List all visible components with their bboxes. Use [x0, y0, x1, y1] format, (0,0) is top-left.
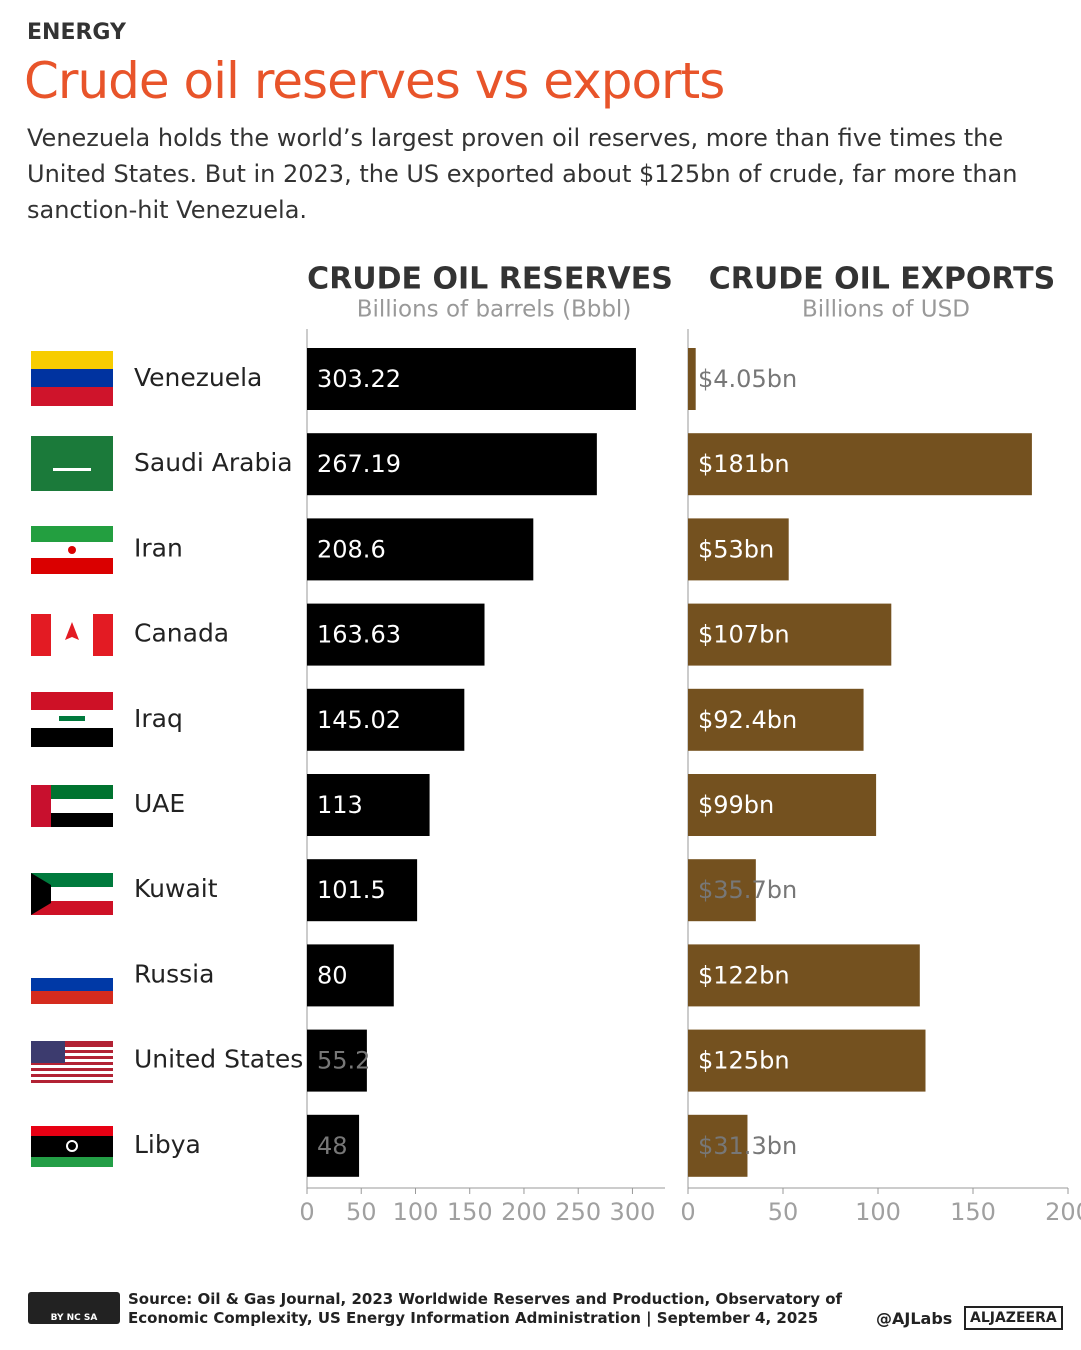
value-label: $35.7bn: [698, 876, 797, 904]
flags: [31, 351, 113, 1167]
bar: [307, 944, 394, 1007]
category-label: Venezuela: [134, 363, 262, 392]
value-label: $53bn: [698, 535, 774, 563]
value-label: 163.63: [317, 621, 401, 649]
bar: [307, 688, 465, 751]
x-tick-label: 50: [346, 1198, 377, 1226]
value-label: $99bn: [698, 791, 774, 819]
bar: [688, 518, 789, 581]
x-tick-label: 50: [768, 1198, 799, 1226]
value-label: 145.02: [317, 706, 401, 734]
value-label: $125bn: [698, 1047, 790, 1075]
panel-title: CRUDE OIL RESERVES: [307, 262, 673, 297]
handle: @AJLabs: [876, 1309, 953, 1328]
bar: [688, 348, 696, 410]
x-tick-label: 150: [447, 1198, 493, 1226]
source: Source: Oil & Gas Journal, 2023 Worldwid…: [128, 1290, 843, 1327]
value-label: $92.4bn: [698, 706, 797, 734]
x-tick-label: 0: [680, 1198, 695, 1226]
category-label: Kuwait: [134, 874, 218, 903]
bar: [688, 774, 877, 836]
value-label: $122bn: [698, 961, 790, 989]
license-badge: BY NC SA: [28, 1292, 120, 1324]
category-label: UAE: [134, 789, 185, 818]
value-label: 48: [317, 1132, 348, 1160]
bar: [688, 603, 892, 666]
bar: [307, 859, 418, 922]
bar: [307, 518, 534, 581]
x-tick-label: 300: [610, 1198, 656, 1226]
panel-title: CRUDE OIL EXPORTS: [709, 262, 1055, 297]
panel-subtitle: Billions of USD: [802, 297, 970, 323]
category-label: Libya: [134, 1130, 201, 1159]
bar: [307, 1029, 367, 1092]
value-label: 101.5: [317, 876, 386, 904]
bar: [307, 603, 485, 666]
x-tick-label: 100: [393, 1198, 439, 1226]
bar: [307, 1114, 360, 1177]
category-label: Russia: [134, 959, 214, 988]
value-label: $107bn: [698, 621, 790, 649]
bar: [307, 774, 430, 836]
category-label: United States: [134, 1045, 303, 1074]
x-tick-label: 100: [855, 1198, 901, 1226]
category-label: Saudi Arabia: [134, 448, 293, 477]
x-tick-label: 200: [1045, 1198, 1081, 1226]
x-tick-label: 0: [299, 1198, 314, 1226]
value-label: 208.6: [317, 535, 386, 563]
value-label: $181bn: [698, 450, 790, 478]
brand: ALJAZEERA: [964, 1306, 1063, 1330]
bar: [688, 1114, 748, 1177]
category-label: Canada: [134, 619, 229, 648]
value-label: 80: [317, 961, 348, 989]
value-label: 113: [317, 791, 363, 819]
bar: [688, 1029, 926, 1092]
kicker: ENERGY: [27, 20, 126, 45]
value-label: $4.05bn: [698, 365, 797, 393]
category-label: Iraq: [134, 704, 183, 733]
subtitle: Venezuela holds the world’s largest prov…: [27, 124, 1018, 224]
bar: [307, 433, 597, 496]
bar: [688, 944, 920, 1007]
title: Crude oil reserves vs exports: [24, 52, 725, 110]
panel-subtitle: Billions of barrels (Bbbl): [357, 297, 632, 323]
value-label: 303.22: [317, 365, 401, 393]
value-label: 267.19: [317, 450, 401, 478]
x-tick-label: 200: [501, 1198, 547, 1226]
bar: [688, 859, 756, 922]
value-label: 55.2: [317, 1047, 370, 1075]
bar: [307, 348, 636, 410]
bar: [688, 433, 1032, 496]
category-label: Iran: [134, 533, 183, 562]
value-label: $31.3bn: [698, 1132, 797, 1160]
x-tick-label: 250: [555, 1198, 601, 1226]
x-tick-label: 150: [950, 1198, 996, 1226]
bar: [688, 688, 864, 751]
